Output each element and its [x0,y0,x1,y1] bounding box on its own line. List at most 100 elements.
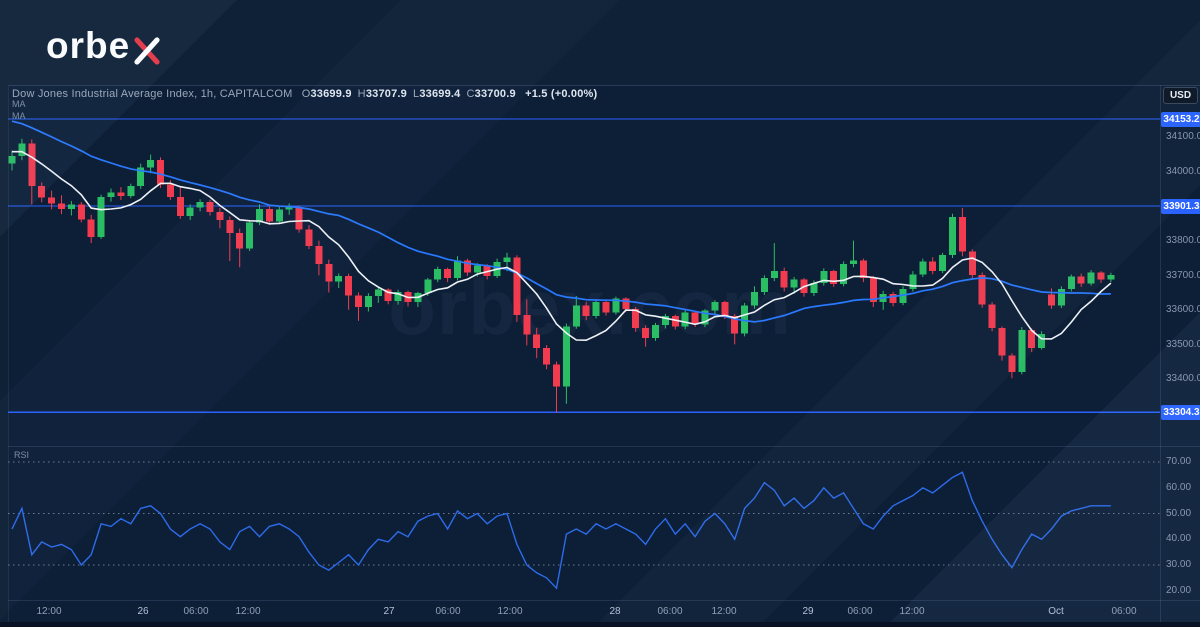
candle [1097,271,1105,283]
candle [998,326,1006,361]
candle [355,292,362,321]
ohlc-key: O [301,88,311,100]
ma-indicator-label-2[interactable]: MA [12,111,26,121]
candle [770,243,778,282]
candle [454,256,461,281]
price-level-tag: 34153.2 [1161,111,1200,127]
time-axis-label: 28 [609,606,621,617]
candle [8,150,16,171]
candle [1018,327,1026,375]
candle [869,275,877,308]
candle [760,275,768,295]
symbol-title: Dow Jones Industrial Average Index, 1h, … [12,88,293,100]
candle [246,219,254,252]
rsi-axis-label: 70.00 [1166,456,1192,467]
rsi-axis-label: 40.00 [1166,533,1192,545]
time-axis-label: 06:00 [847,606,873,617]
candle [38,182,46,203]
candle [652,322,659,341]
candle [315,240,323,276]
candle [1087,270,1095,286]
candle [285,203,293,215]
candle [305,225,313,249]
symbol-header[interactable]: Dow Jones Industrial Average Index, 1h, … [12,88,597,100]
rsi-axis-label: 50.00 [1166,507,1192,519]
candle [780,267,788,292]
candle [830,269,838,287]
candle [414,291,422,308]
time-axis-border [8,600,1200,601]
candle [275,206,283,224]
ohlc-key: C [466,88,475,100]
time-axis-label: 27 [383,606,395,617]
candle [958,207,966,257]
candle [543,345,551,370]
orbex-logo-text: orbe [46,24,131,66]
candle [859,258,867,283]
candle [394,289,402,305]
rsi-indicator-label[interactable]: RSI [14,450,30,460]
candle [1028,328,1036,352]
ohlc-value: 33699.4 [419,88,461,100]
candle [949,213,956,258]
candle [1077,273,1085,287]
candle [661,313,669,329]
candle [404,290,412,307]
candle [236,228,244,268]
candle [1038,331,1046,350]
candle [572,295,580,329]
rsi-axis-label: 30.00 [1166,559,1192,571]
candle [642,325,650,347]
currency-usd-button[interactable]: USD [1163,87,1198,104]
price-level-tag: 33901.3 [1161,198,1200,214]
price-axis-label: 33600.0 [1166,304,1200,316]
candle [681,310,689,330]
candle [1048,288,1055,309]
candle [335,273,343,289]
ma-white-line[interactable] [12,150,1112,342]
change-value: +1.5 (+0.00%) [525,88,598,100]
time-axis-label: 12:00 [899,606,925,617]
candle [592,299,600,319]
time-axis-label: 29 [802,606,814,617]
candle [1107,272,1115,283]
candle [444,267,452,283]
candle [48,190,56,210]
ma-blue-line[interactable] [11,120,1111,323]
candle [879,290,887,310]
time-axis-label: 12:00 [711,606,737,617]
candle [295,205,303,233]
candle [147,154,155,174]
candle [434,266,442,283]
candle [939,252,947,274]
orbex-logo: orbe [46,22,162,68]
rsi-line[interactable] [11,471,1111,590]
candlestick-series [8,138,1115,413]
candle [77,201,85,223]
time-axis-label: 12:00 [497,606,523,617]
rsi-axis-label: 20.00 [1166,584,1192,596]
candle [28,139,36,205]
candle [582,302,590,321]
price-level-lines[interactable] [8,118,1160,413]
candle [18,138,26,161]
candle [97,194,105,239]
candle [612,296,620,315]
candle [265,206,273,225]
price-axis-label: 33700.0 [1166,269,1200,281]
candle [58,195,65,215]
candle [87,214,95,244]
candle [751,286,758,309]
time-axis-label: 12:00 [36,606,62,617]
price-level-tag: 33304.3 [1161,404,1200,420]
pane-separator[interactable] [8,446,1200,447]
rsi-axis-label: 60.00 [1166,481,1192,493]
candle [137,163,145,189]
ma-indicator-label-1[interactable]: MA [12,99,26,109]
time-axis-label: 12:00 [235,606,261,617]
candle [929,257,937,275]
price-axis-label: 33500.0 [1166,338,1200,350]
candle [226,216,234,262]
